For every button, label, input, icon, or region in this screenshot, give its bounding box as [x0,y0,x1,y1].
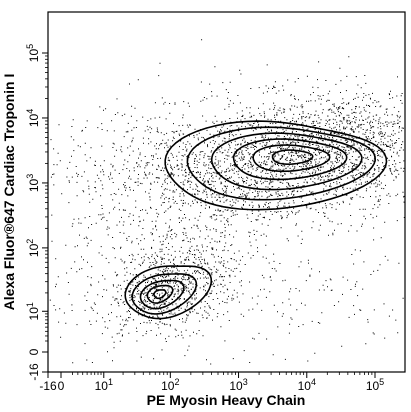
y-tick-exponent: 2 [25,239,35,244]
x-tick-label: 102 [161,377,179,393]
y-tick-exponent: 5 [25,44,35,49]
contour-line [186,126,377,201]
contour-lines [124,120,388,320]
x-tick-label: 101 [95,377,113,393]
y-axis-title: Alexa Fluor®647 Cardiac Troponin I [1,74,17,311]
contour-line [252,144,331,173]
event-dot-cloud [49,39,405,365]
contour-line [232,138,348,181]
contour-line [139,279,185,310]
y-tick-label: 105 [25,44,41,62]
y-tick-exponent: 1 [25,302,35,307]
x-tick-label: 104 [298,377,316,393]
x-tick-exponent: 3 [243,377,248,387]
x-tick-exponent: 5 [379,377,384,387]
x-tick-exponent: 2 [174,377,179,387]
x-tick-label: 103 [229,377,247,393]
contour-line [146,284,174,304]
y-tick-exponent: 4 [25,109,35,114]
x-axis-title: PE Myosin Heavy Chain [147,392,306,408]
x-tick-label: 105 [366,377,384,393]
plot-frame [47,11,406,373]
y-tick-label: 0 [27,348,41,355]
y-tick-label: 104 [25,109,41,127]
contour-line [153,289,167,300]
x-tick-exponent: 1 [108,377,113,387]
contour-line [271,149,314,165]
y-tick-label: 103 [25,174,41,192]
y-tick-label: 101 [25,302,41,320]
x-tick-label: -16 [39,379,57,393]
contour-line [210,132,363,191]
contour-line [164,120,388,211]
contour-line [131,273,198,315]
x-axis-ticks: -16 0 101 102 103 104 105 [39,372,384,393]
y-axis-ticks: -16 0 101 102 103 104 105 [25,44,48,381]
x-tick-exponent: 4 [311,377,316,387]
y-tick-label: 102 [25,239,41,257]
contour-line [124,265,213,320]
event-dots [49,39,405,365]
y-tick-exponent: 3 [25,174,35,179]
y-tick-label: -16 [27,363,41,381]
x-tick-label: 0 [58,379,65,393]
